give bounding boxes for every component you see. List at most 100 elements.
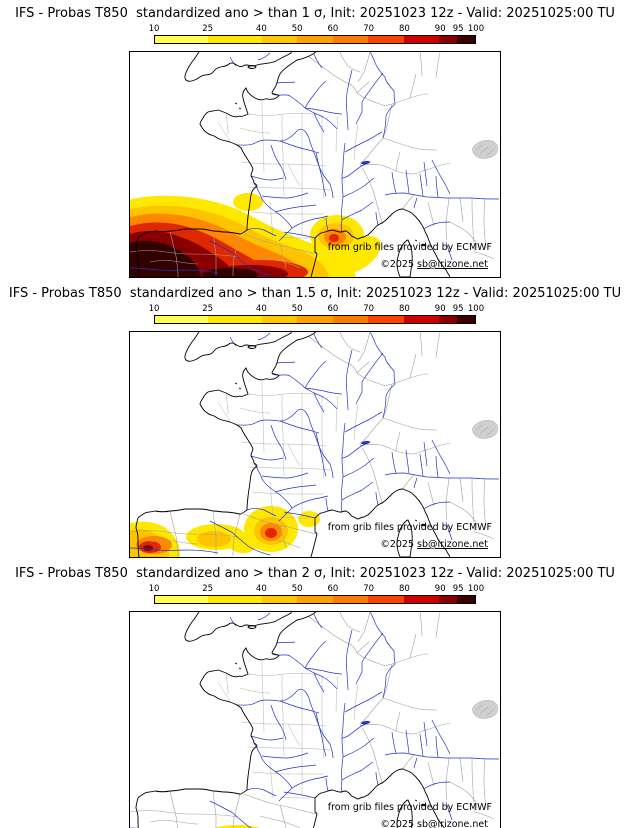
colorbar-tick-label: 80: [399, 584, 410, 594]
panel-sigma-1: IFS - Probas T850 standardized ano > tha…: [0, 0, 630, 278]
ecmwf-attribution: from grib files provided by ECMWF: [327, 522, 492, 533]
prob-contour: [197, 531, 231, 547]
map-frame: from grib files provided by ECMWF ©2025 …: [129, 611, 501, 828]
colorbar-tick-label: 95: [452, 304, 464, 314]
colorbar-ticks: 10 25 40 50 60 70 80 90 95 100: [149, 584, 485, 595]
colorbar-gradient: [154, 595, 476, 604]
prob-contour: [214, 825, 260, 828]
probability-map: [130, 612, 500, 828]
colorbar-segment: [208, 596, 262, 603]
copyright-email-link[interactable]: sb@irizone.net: [417, 259, 488, 270]
colorbar-segment: [368, 596, 404, 603]
probability-map: [130, 52, 500, 277]
colorbar-tick-label: 25: [202, 584, 214, 594]
panel-title: IFS - Probas T850 standardized ano > tha…: [15, 566, 615, 581]
colorbar-tick-label: 80: [399, 24, 410, 34]
colorbar-segment: [403, 36, 440, 43]
colorbar-ticks: 10 25 40 50 60 70 80 90 95 100: [149, 24, 485, 35]
probability-map: [130, 332, 500, 557]
colorbar-tick-label: 90: [434, 24, 446, 34]
colorbar: 10 25 40 50 60 70 80 90 95 100: [149, 584, 485, 607]
colorbar-segment: [439, 596, 458, 603]
probability-shading-layer: [130, 193, 381, 277]
copyright-prefix: ©2025: [380, 259, 418, 270]
colorbar-segment: [457, 596, 475, 603]
copyright-prefix: ©2025: [380, 539, 418, 550]
colorbar-tick-label: 100: [467, 24, 485, 34]
colorbar-segment: [155, 316, 209, 323]
colorbar-segment: [368, 36, 404, 43]
prob-contour: [143, 545, 153, 551]
colorbar-segment: [208, 36, 262, 43]
colorbar-tick-label: 100: [467, 584, 485, 594]
colorbar-tick-label: 90: [434, 304, 446, 314]
colorbar-segment: [439, 36, 458, 43]
colorbar-segment: [261, 316, 298, 323]
colorbar-tick-label: 60: [327, 584, 339, 594]
copyright-email-link[interactable]: sb@irizone.net: [417, 819, 488, 828]
prob-contour: [335, 236, 381, 274]
colorbar-gradient: [154, 315, 476, 324]
colorbar-tick-label: 70: [363, 304, 375, 314]
colorbar-segment: [403, 316, 440, 323]
colorbar-tick-label: 95: [452, 24, 464, 34]
colorbar-tick-label: 60: [327, 24, 339, 34]
copyright-line: ©2025 sb@irizone.net: [380, 819, 488, 828]
prob-contour: [229, 535, 257, 553]
panel-sigma-2: IFS - Probas T850 standardized ano > tha…: [0, 560, 630, 828]
ecmwf-attribution: from grib files provided by ECMWF: [327, 242, 492, 253]
colorbar-ticks: 10 25 40 50 60 70 80 90 95 100: [149, 304, 485, 315]
colorbar-segment: [439, 316, 458, 323]
colorbar-tick-label: 10: [148, 24, 160, 34]
copyright-email-link[interactable]: sb@irizone.net: [417, 539, 488, 550]
colorbar-tick-label: 100: [467, 304, 485, 314]
colorbar-tick-label: 70: [363, 24, 375, 34]
prob-contour: [329, 234, 339, 242]
colorbar-segment: [261, 36, 298, 43]
colorbar-segment: [297, 36, 333, 43]
colorbar: 10 25 40 50 60 70 80 90 95 100: [149, 304, 485, 327]
copyright-line: ©2025 sb@irizone.net: [380, 539, 488, 550]
colorbar-tick-label: 80: [399, 304, 410, 314]
probability-shading-layer: [214, 825, 260, 828]
colorbar-tick-label: 50: [291, 584, 303, 594]
colorbar-tick-label: 95: [452, 584, 464, 594]
colorbar-tick-label: 25: [202, 304, 214, 314]
colorbar-segment: [368, 316, 404, 323]
colorbar-tick-label: 10: [148, 304, 160, 314]
colorbar-segment: [403, 596, 440, 603]
colorbar: 10 25 40 50 60 70 80 90 95 100: [149, 24, 485, 47]
colorbar-tick-label: 70: [363, 584, 375, 594]
colorbar-tick-label: 50: [291, 304, 303, 314]
panel-title: IFS - Probas T850 standardized ano > tha…: [8, 286, 622, 301]
colorbar-segment: [457, 316, 475, 323]
colorbar-tick-label: 40: [255, 24, 267, 34]
colorbar-segment: [332, 596, 369, 603]
colorbar-segment: [208, 316, 262, 323]
colorbar-tick-label: 40: [255, 304, 267, 314]
colorbar-tick-label: 50: [291, 24, 303, 34]
colorbar-segment: [261, 596, 298, 603]
colorbar-tick-label: 90: [434, 584, 446, 594]
colorbar-segment: [297, 316, 333, 323]
colorbar-tick-label: 10: [148, 584, 160, 594]
panel-sigma-1-5: IFS - Probas T850 standardized ano > tha…: [0, 280, 630, 558]
colorbar-segment: [155, 596, 209, 603]
copyright-prefix: ©2025: [380, 819, 418, 828]
colorbar-gradient: [154, 35, 476, 44]
panel-title: IFS - Probas T850 standardized ano > tha…: [15, 6, 615, 21]
probability-shading-layer: [130, 506, 320, 557]
colorbar-segment: [155, 36, 209, 43]
colorbar-tick-label: 40: [255, 584, 267, 594]
copyright-line: ©2025 sb@irizone.net: [380, 259, 488, 270]
colorbar-segment: [297, 596, 333, 603]
prob-contour: [265, 528, 277, 538]
prob-contour: [130, 240, 201, 277]
colorbar-tick-label: 60: [327, 304, 339, 314]
map-frame: from grib files provided by ECMWF ©2025 …: [129, 331, 501, 558]
prob-contour: [298, 511, 320, 527]
prob-contour: [233, 193, 263, 211]
colorbar-segment: [457, 36, 475, 43]
colorbar-tick-label: 25: [202, 24, 214, 34]
